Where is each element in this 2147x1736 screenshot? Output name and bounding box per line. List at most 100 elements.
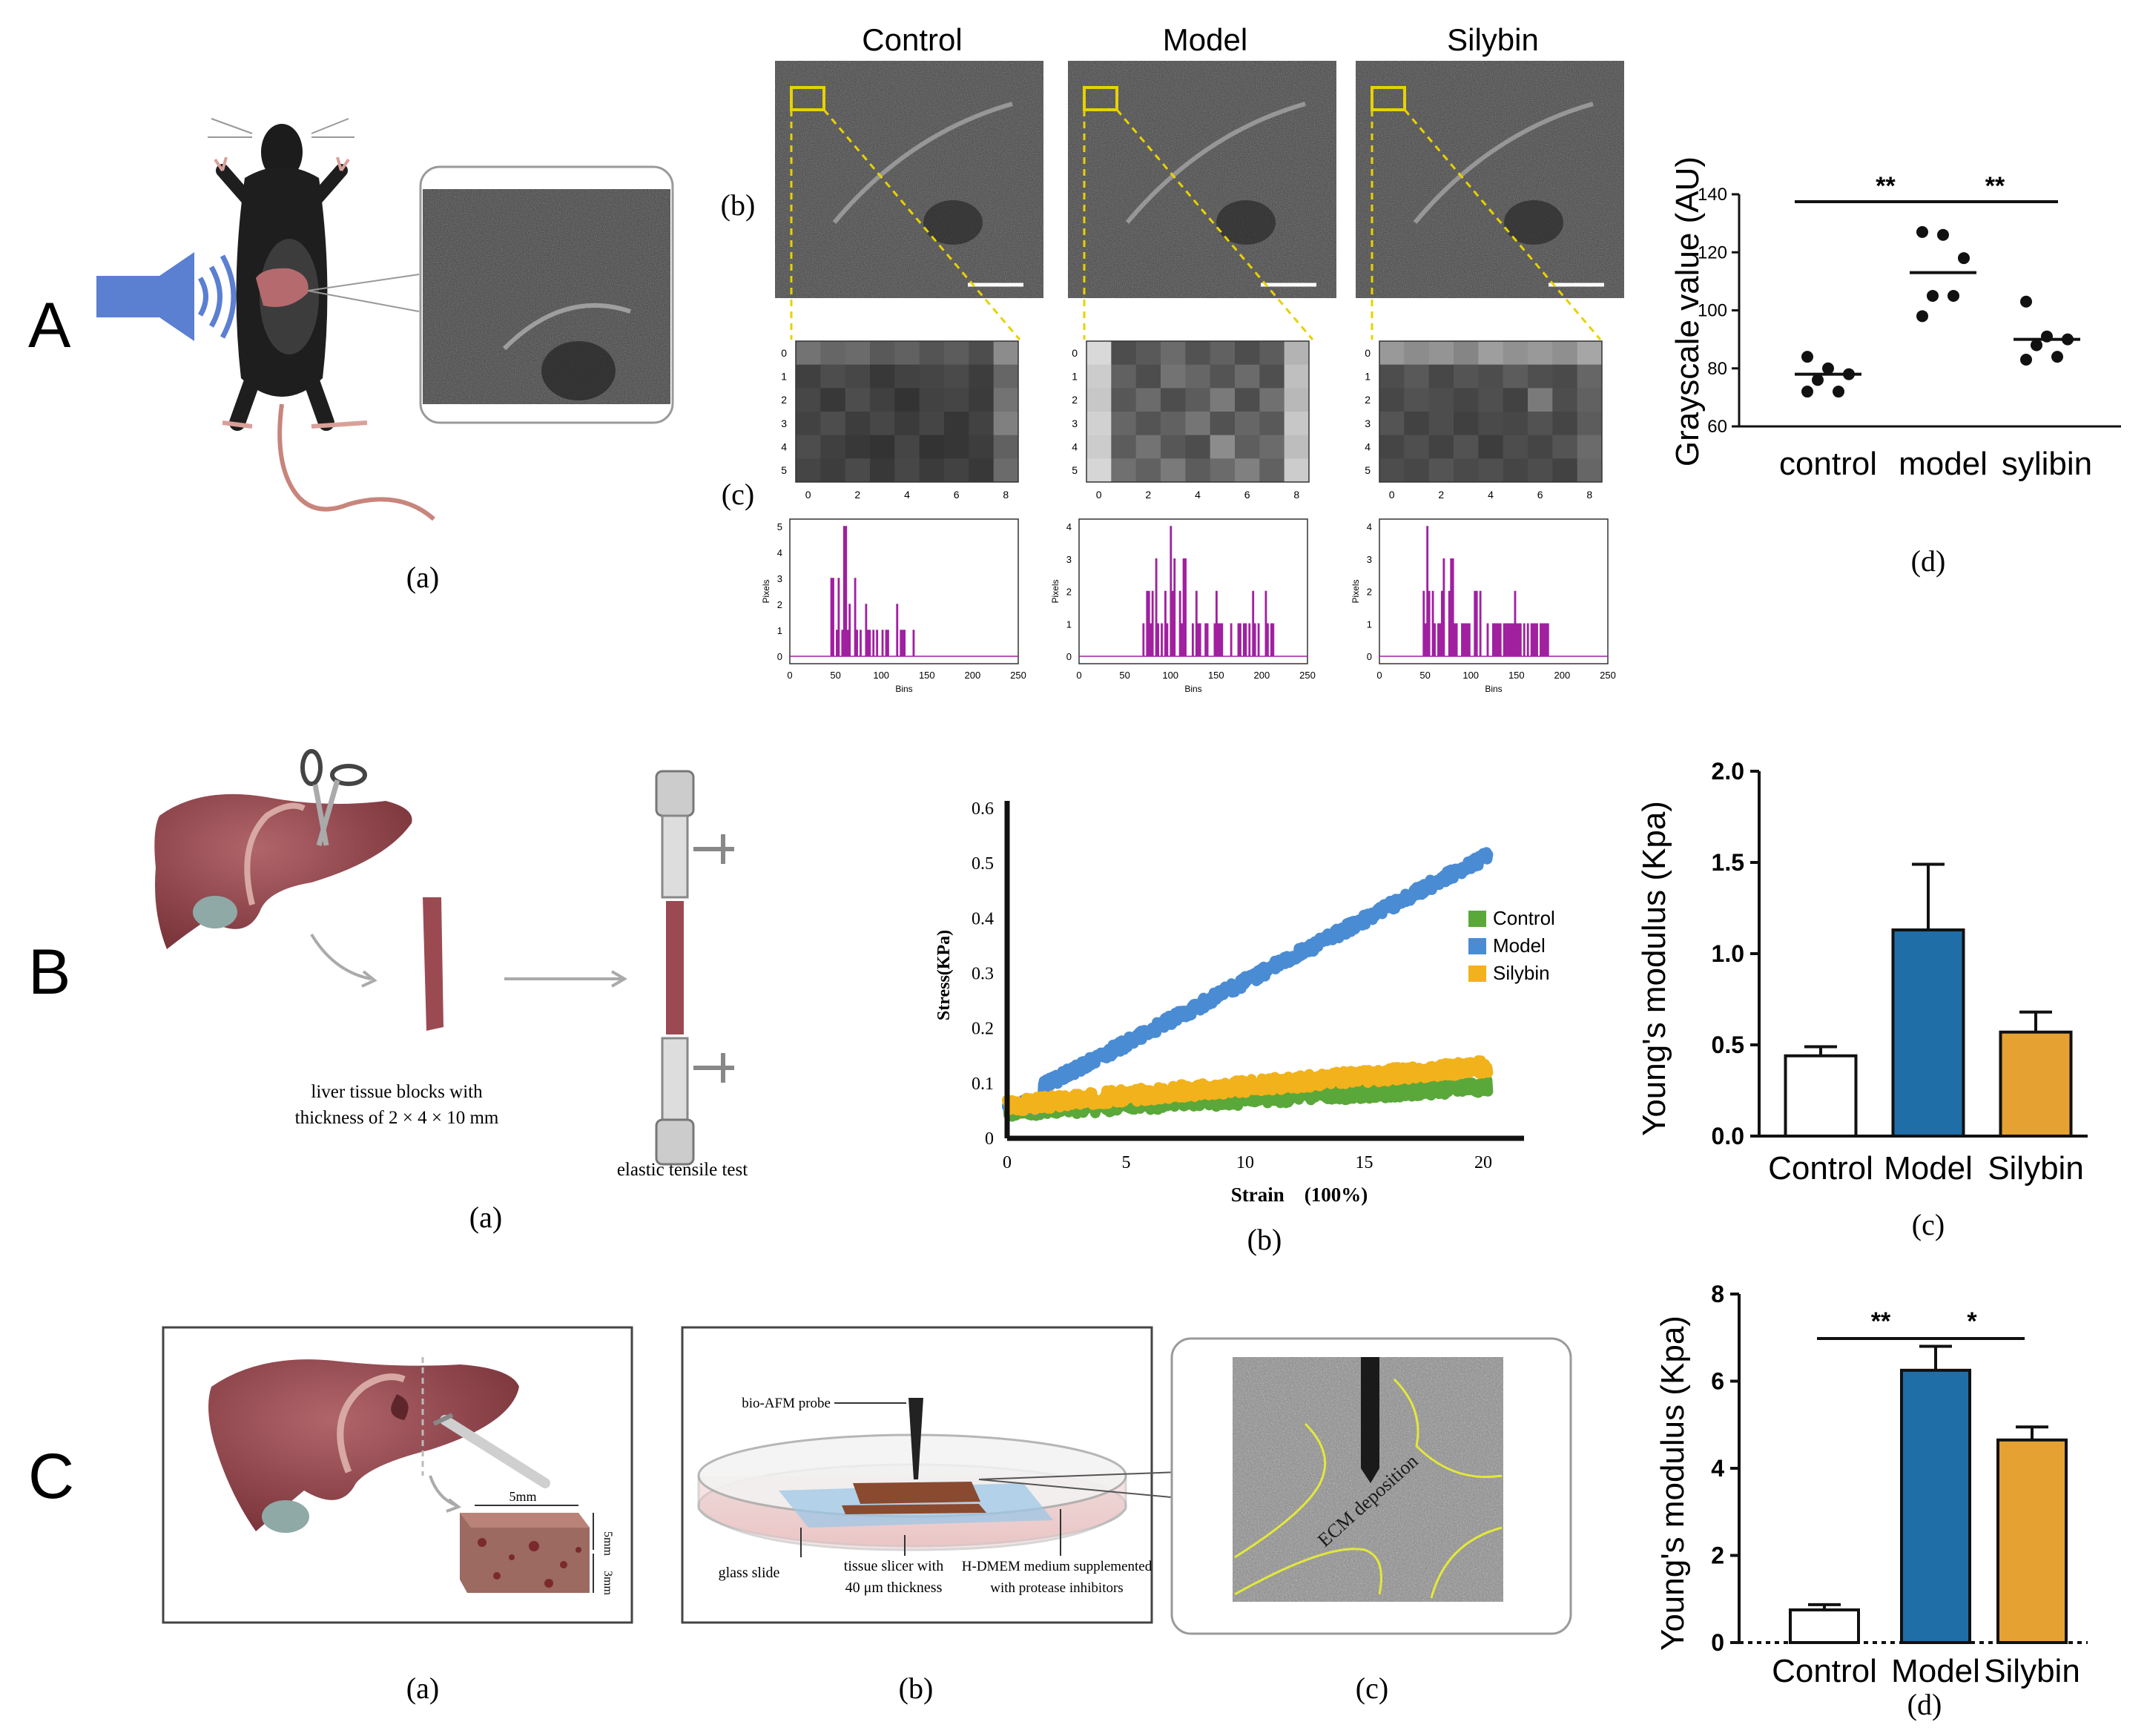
matrix-ytick: 5 (781, 464, 787, 476)
matrix-1-cell (1284, 458, 1310, 483)
matrix-1-cell (1161, 364, 1186, 389)
dot-chart-category: control (1779, 446, 1877, 482)
matrix-xtick: 6 (954, 489, 960, 501)
matrix-frame-0 (795, 340, 1019, 483)
grayscale-matrices: 0 2 4 6 8 0 1 2 3 4 5 0 2 4 6 8 0 1 2 3 4 5 0 2 4 6 8 0 1 2 3 4 5 (781, 340, 1603, 501)
matrix-2-cell (1478, 341, 1504, 366)
stress-chart-xtick: 5 (1122, 1153, 1131, 1172)
matrix-0-cell (820, 341, 846, 366)
youngs-modulus-bar-chart-C: Control Model Silybin 0 2 4 6 8 Young's modulus … (1655, 1281, 2088, 1689)
scalpel-icon (440, 1415, 550, 1488)
stress-chart-xtick: 15 (1356, 1153, 1373, 1172)
bar-chart-ytick: 1.5 (1712, 849, 1744, 876)
matrix-0-cell (845, 388, 871, 412)
roi-box-1 (1083, 86, 1118, 111)
matrix-1-cell (1235, 341, 1260, 366)
liver-slicing-illustration (208, 1357, 594, 1593)
scissors-icon (300, 749, 367, 846)
matrix-xtick: 0 (1389, 489, 1395, 501)
bar-chart-ytick: 8 (1711, 1281, 1724, 1307)
panel-C: C 5mm 5mm 3mm (28, 1281, 2088, 1721)
matrix-1-cell (1086, 364, 1112, 389)
legend-label-silybin: Silybin (1493, 962, 1550, 984)
zoom-line-right-2 (1403, 109, 1602, 340)
matrix-1-cell (1111, 458, 1137, 483)
matrix-0-cell (993, 388, 1019, 412)
histogram-line-2 (1379, 526, 1608, 657)
matrix-1-cell (1135, 364, 1161, 389)
matrix-1-cell (1210, 412, 1236, 436)
slicer-label-1: tissue slicer with (844, 1558, 943, 1574)
ultrasound-vessel-1 (1125, 102, 1306, 224)
matrix-2-cell (1528, 364, 1553, 389)
bar-chart-ylabel: Young's modulus (Kpa) (1655, 1316, 1691, 1651)
histogram-xtick: 150 (1508, 670, 1525, 681)
dot-chart-category: model (1899, 446, 1988, 482)
stress-chart-ytick: 0.6 (972, 799, 994, 819)
speaker-icon (96, 252, 194, 341)
matrix-1-cell (1235, 435, 1260, 459)
matrix-1-cell (1161, 341, 1186, 366)
matrix-0-cell (870, 341, 895, 366)
matrix-0-cell (894, 412, 920, 436)
dot-chart-ytick: 100 (1698, 301, 1727, 321)
matrix-1-cell (1284, 388, 1310, 412)
stress-chart-ytick: 0.4 (972, 909, 994, 928)
histogram-line-0 (790, 526, 1018, 657)
afm-probe-label: bio-AFM probe (742, 1396, 831, 1411)
matrix-ytick: 0 (781, 347, 787, 359)
matrix-2-cell (1379, 435, 1405, 459)
matrix-1-cell (1210, 364, 1236, 389)
matrix-1-cell (1111, 364, 1137, 389)
matrix-2-cell (1552, 364, 1578, 389)
matrix-2-cell (1552, 388, 1578, 412)
stress-chart-xtick: 0 (1003, 1153, 1012, 1172)
matrix-1-cell (1210, 435, 1236, 459)
matrix-1-cell (1135, 388, 1161, 412)
histogram-ytick: 5 (777, 521, 782, 532)
histogram-xtick: 100 (1462, 670, 1479, 681)
matrix-0-cell (944, 341, 969, 366)
afm-probe (908, 1398, 923, 1479)
matrix-ytick: 3 (1072, 418, 1078, 429)
ultrasound-vessel-0 (832, 102, 1013, 224)
histogram-xtick: 50 (1119, 670, 1129, 681)
matrix-2-cell (1454, 388, 1479, 412)
matrix-0-cell (944, 364, 969, 389)
tissue-caption-2: thickness of 2 × 4 × 10 mm (295, 1108, 499, 1128)
matrix-ytick: 1 (1365, 371, 1371, 383)
subpanel-label-Aa: (a) (406, 561, 439, 594)
matrix-1-cell (1235, 412, 1260, 436)
histogram-ylabel: Pixels (1050, 579, 1061, 603)
stress-chart-ylabel: Stress(KPa) (934, 930, 954, 1020)
matrix-2-cell (1503, 388, 1528, 412)
legend-swatch-silybin (1468, 966, 1486, 982)
histogram-ytick: 2 (777, 599, 782, 610)
bar-category: Control (1772, 1653, 1877, 1689)
matrix-0-cell (993, 435, 1019, 459)
afm-tip (1361, 1357, 1379, 1468)
matrix-xtick: 0 (805, 489, 811, 501)
dot-chart-point (2031, 339, 2042, 352)
matrix-0-cell (919, 341, 945, 366)
matrix-2-cell (1528, 341, 1553, 366)
matrix-0-cell (845, 412, 871, 436)
roi-box-2 (1371, 86, 1406, 111)
stress-series-silybin (1002, 1055, 1494, 1116)
histogram-xlabel: Bins (1485, 684, 1502, 694)
matrix-0-cell (919, 388, 945, 412)
bar-chart-ytick: 6 (1711, 1368, 1724, 1395)
matrix-0-cell (944, 412, 969, 436)
matrix-xtick: 4 (1488, 489, 1494, 501)
matrix-2-cell (1428, 458, 1454, 483)
matrix-frame-2 (1379, 340, 1603, 483)
ultrasound-texture-0 (775, 61, 1043, 298)
histogram-xtick: 0 (787, 670, 792, 681)
matrix-2-cell (1503, 364, 1528, 389)
legend-swatch-model (1468, 938, 1486, 954)
matrix-xtick: 2 (1438, 489, 1444, 501)
legend-label-control: Control (1493, 907, 1555, 929)
matrix-2-cell (1428, 412, 1454, 436)
test-caption: elastic tensile test (617, 1160, 748, 1180)
matrix-2-cell (1428, 435, 1454, 459)
